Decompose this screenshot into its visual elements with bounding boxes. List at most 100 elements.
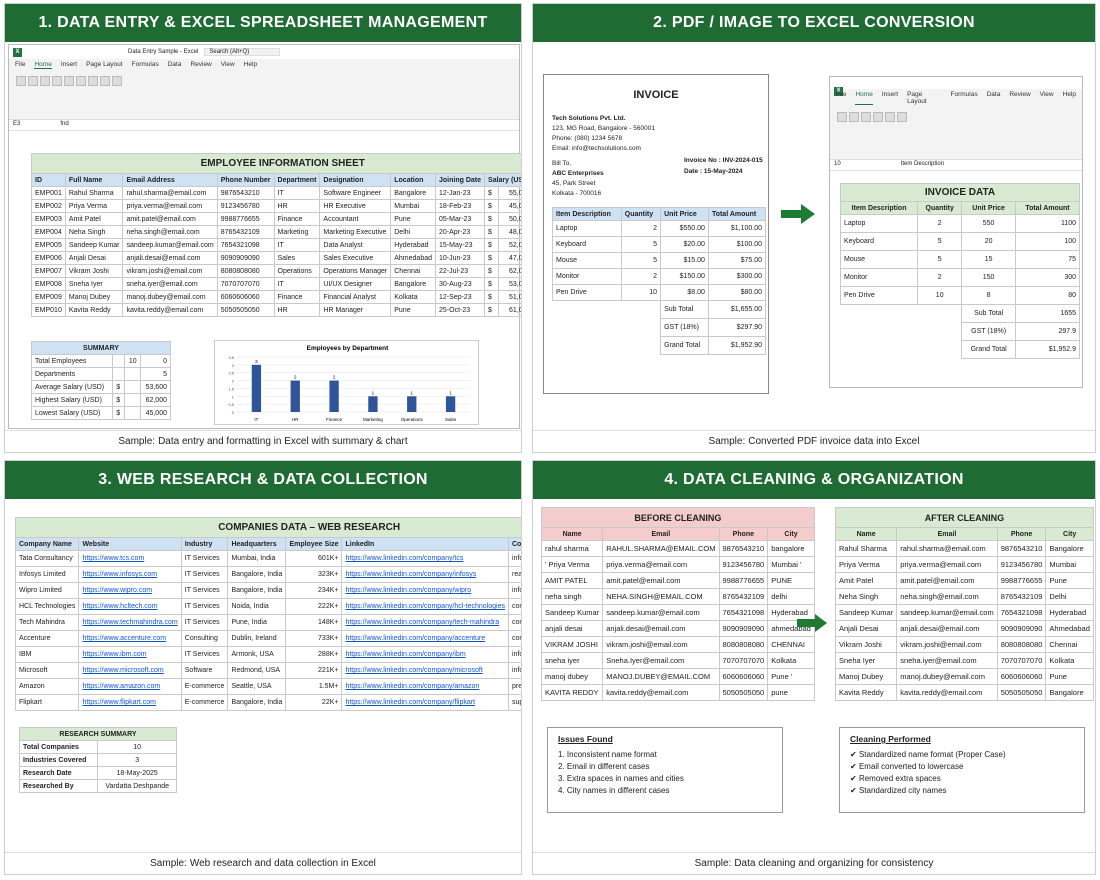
menu-help[interactable]: Help <box>243 61 258 68</box>
link-cell[interactable]: https://www.linkedin.com/company/infosys <box>341 566 509 583</box>
panel-web-research: 3. WEB RESEARCH & DATA COLLECTION COMPAN… <box>4 460 522 875</box>
link-cell[interactable]: https://www.linkedin.com/company/ibm <box>341 646 509 663</box>
menu-review[interactable]: Review <box>190 61 212 68</box>
underline-icon[interactable] <box>873 112 883 122</box>
cleaning-item: Standardized city names <box>858 786 947 795</box>
table-row: Laptop 2 $550.00 $1,100.00 <box>552 220 767 237</box>
link-cell[interactable]: https://www.linkedin.com/company/flipkar… <box>341 694 509 711</box>
table-cell: anjali.desai@email.com <box>896 620 998 637</box>
menu-home[interactable]: Home <box>34 61 52 69</box>
font-color-icon[interactable] <box>897 112 907 122</box>
bold-icon[interactable] <box>40 76 50 86</box>
link-cell[interactable]: https://www.linkedin.com/company/tech-ma… <box>341 614 509 631</box>
link-cell[interactable]: https://www.ibm.com <box>78 646 182 663</box>
menu-item[interactable]: Data <box>986 91 1001 98</box>
invoice-items-table: Item Description Quantity Unit Price Total … <box>552 207 767 355</box>
table-cell: Pune <box>390 303 437 317</box>
y-tick-label: 2.5 <box>228 371 234 376</box>
table-row: Mouse 5 $15.00 $75.00 <box>552 252 767 269</box>
paste-icon[interactable] <box>837 112 847 122</box>
panel-pdf-conversion: 2. PDF / IMAGE TO EXCEL CONVERSION INVOI… <box>532 3 1096 453</box>
menu-file[interactable]: File <box>15 61 26 68</box>
menu-page-layout[interactable]: Page Layout <box>86 61 123 68</box>
italic-icon[interactable] <box>52 76 62 86</box>
link-cell[interactable]: https://www.linkedin.com/company/hcl-tec… <box>341 598 509 615</box>
caption: Sample: Data entry and formatting in Exce… <box>5 430 521 452</box>
paste-icon[interactable] <box>16 76 26 86</box>
table-cell: $ <box>484 199 499 213</box>
link-cell[interactable]: https://www.hcltech.com <box>78 598 182 615</box>
table-cell: 5 <box>620 252 662 269</box>
search-input[interactable]: Search (Alt+Q) <box>204 48 281 56</box>
link-cell[interactable]: https://www.accenture.com <box>78 630 182 647</box>
table-cell: $100.00 <box>707 236 767 253</box>
table-cell: 8765432109 <box>216 225 275 239</box>
table-cell: 10 <box>97 740 177 754</box>
underline-icon[interactable] <box>64 76 74 86</box>
link-cell[interactable]: https://www.infosys.com <box>78 566 182 583</box>
bold-icon[interactable] <box>849 112 859 122</box>
menu-view[interactable]: View <box>220 61 235 68</box>
link-cell[interactable]: https://www.linkedin.com/company/microso… <box>341 662 509 679</box>
link-cell[interactable]: https://www.linkedin.com/company/tcs <box>341 550 509 567</box>
italic-icon[interactable] <box>861 112 871 122</box>
table-row: Keyboard 5 $20.00 $100.00 <box>552 236 767 253</box>
table-cell: IT Services <box>180 550 229 567</box>
link-cell[interactable]: https://www.linkedin.com/company/accentu… <box>341 630 509 647</box>
formula-bar[interactable]: fnd <box>60 121 69 127</box>
menu-insert[interactable]: Insert <box>60 61 78 68</box>
font-icon[interactable] <box>28 76 38 86</box>
table-cell: 8080808080 <box>718 636 769 653</box>
link-cell[interactable]: https://www.amazon.com <box>78 678 182 695</box>
data-label: 1 <box>410 390 413 395</box>
table-cell: EMP008 <box>31 277 66 291</box>
formula-bar[interactable]: Item Description <box>900 161 945 167</box>
menu-item[interactable]: Home <box>855 91 873 105</box>
styles-icon[interactable] <box>112 76 122 86</box>
menu-item[interactable]: Insert <box>881 91 899 98</box>
menu-item[interactable]: File <box>836 91 847 98</box>
number-format-icon[interactable] <box>88 76 98 86</box>
table-cell: manoj dubey <box>540 668 604 685</box>
table-row: Accenture https://www.accenture.com Consul… <box>14 630 521 647</box>
table-row: Average Salary (USD) $53,600 <box>30 380 172 394</box>
table-cell: priya.verma@email.com <box>896 556 998 573</box>
table-cell: kavita.reddy@email.com <box>602 684 720 701</box>
table-cell: $ <box>484 251 499 265</box>
x-tick-label: Operations <box>401 417 424 422</box>
table-cell: sneha.iyer@email.com <box>122 277 218 291</box>
menu-item[interactable]: Help <box>1062 91 1076 98</box>
check-icon: ✔ <box>850 762 857 771</box>
menu-item[interactable]: Page Layout <box>907 91 927 105</box>
link-cell[interactable]: https://www.flipkart.com <box>78 694 182 711</box>
table-cell: 22-Jul-23 <box>435 264 486 278</box>
link-cell[interactable]: https://www.tcs.com <box>78 550 182 567</box>
menu-formulas[interactable]: Formulas <box>131 61 159 68</box>
align-icon[interactable] <box>76 76 86 86</box>
conditional-format-icon[interactable] <box>100 76 110 86</box>
menu-item[interactable]: Review <box>1009 91 1031 98</box>
link-cell[interactable]: https://www.microsoft.com <box>78 662 182 679</box>
summary-table: SUMMARY Total Employees 10 0 Departments 5 Av… <box>30 341 172 420</box>
menu-item[interactable]: View <box>1039 91 1054 98</box>
table-row: VIKRAM JOSHI vikram.joshi@email.com 808080… <box>540 636 815 653</box>
name-box[interactable]: 10 <box>834 161 841 167</box>
table-cell: 10-Jun-23 <box>435 251 486 265</box>
table-row: Industries Covered 3 <box>18 753 177 767</box>
link-cell[interactable]: https://www.wipro.com <box>78 582 182 599</box>
table-cell: Bangalore, India <box>227 694 287 711</box>
table-row: AMIT PATEL amit.patel@email.com 9988776655… <box>540 572 815 589</box>
column-header: Website <box>78 537 182 551</box>
cleaning-title: Cleaning Performed <box>850 734 931 744</box>
link-cell[interactable]: https://www.techmahindra.com <box>78 614 182 631</box>
menu-item[interactable]: Formulas <box>950 91 978 98</box>
link-cell[interactable]: https://www.linkedin.com/company/wipro <box>341 582 509 599</box>
menu-data[interactable]: Data <box>167 61 182 68</box>
table-cell: Bangalore, India <box>227 566 287 583</box>
table-row: ' Priya Verma priya.verma@email.com 912345… <box>540 556 815 573</box>
fill-color-icon[interactable] <box>885 112 895 122</box>
name-box[interactable]: E3 <box>13 121 21 127</box>
table-row: Kavita Reddy kavita.reddy@email.com 505050… <box>834 684 1094 701</box>
link-cell[interactable]: https://www.linkedin.com/company/amazon <box>341 678 509 695</box>
table-row: Tech Mahindra https://www.techmahindra.co… <box>14 614 521 631</box>
